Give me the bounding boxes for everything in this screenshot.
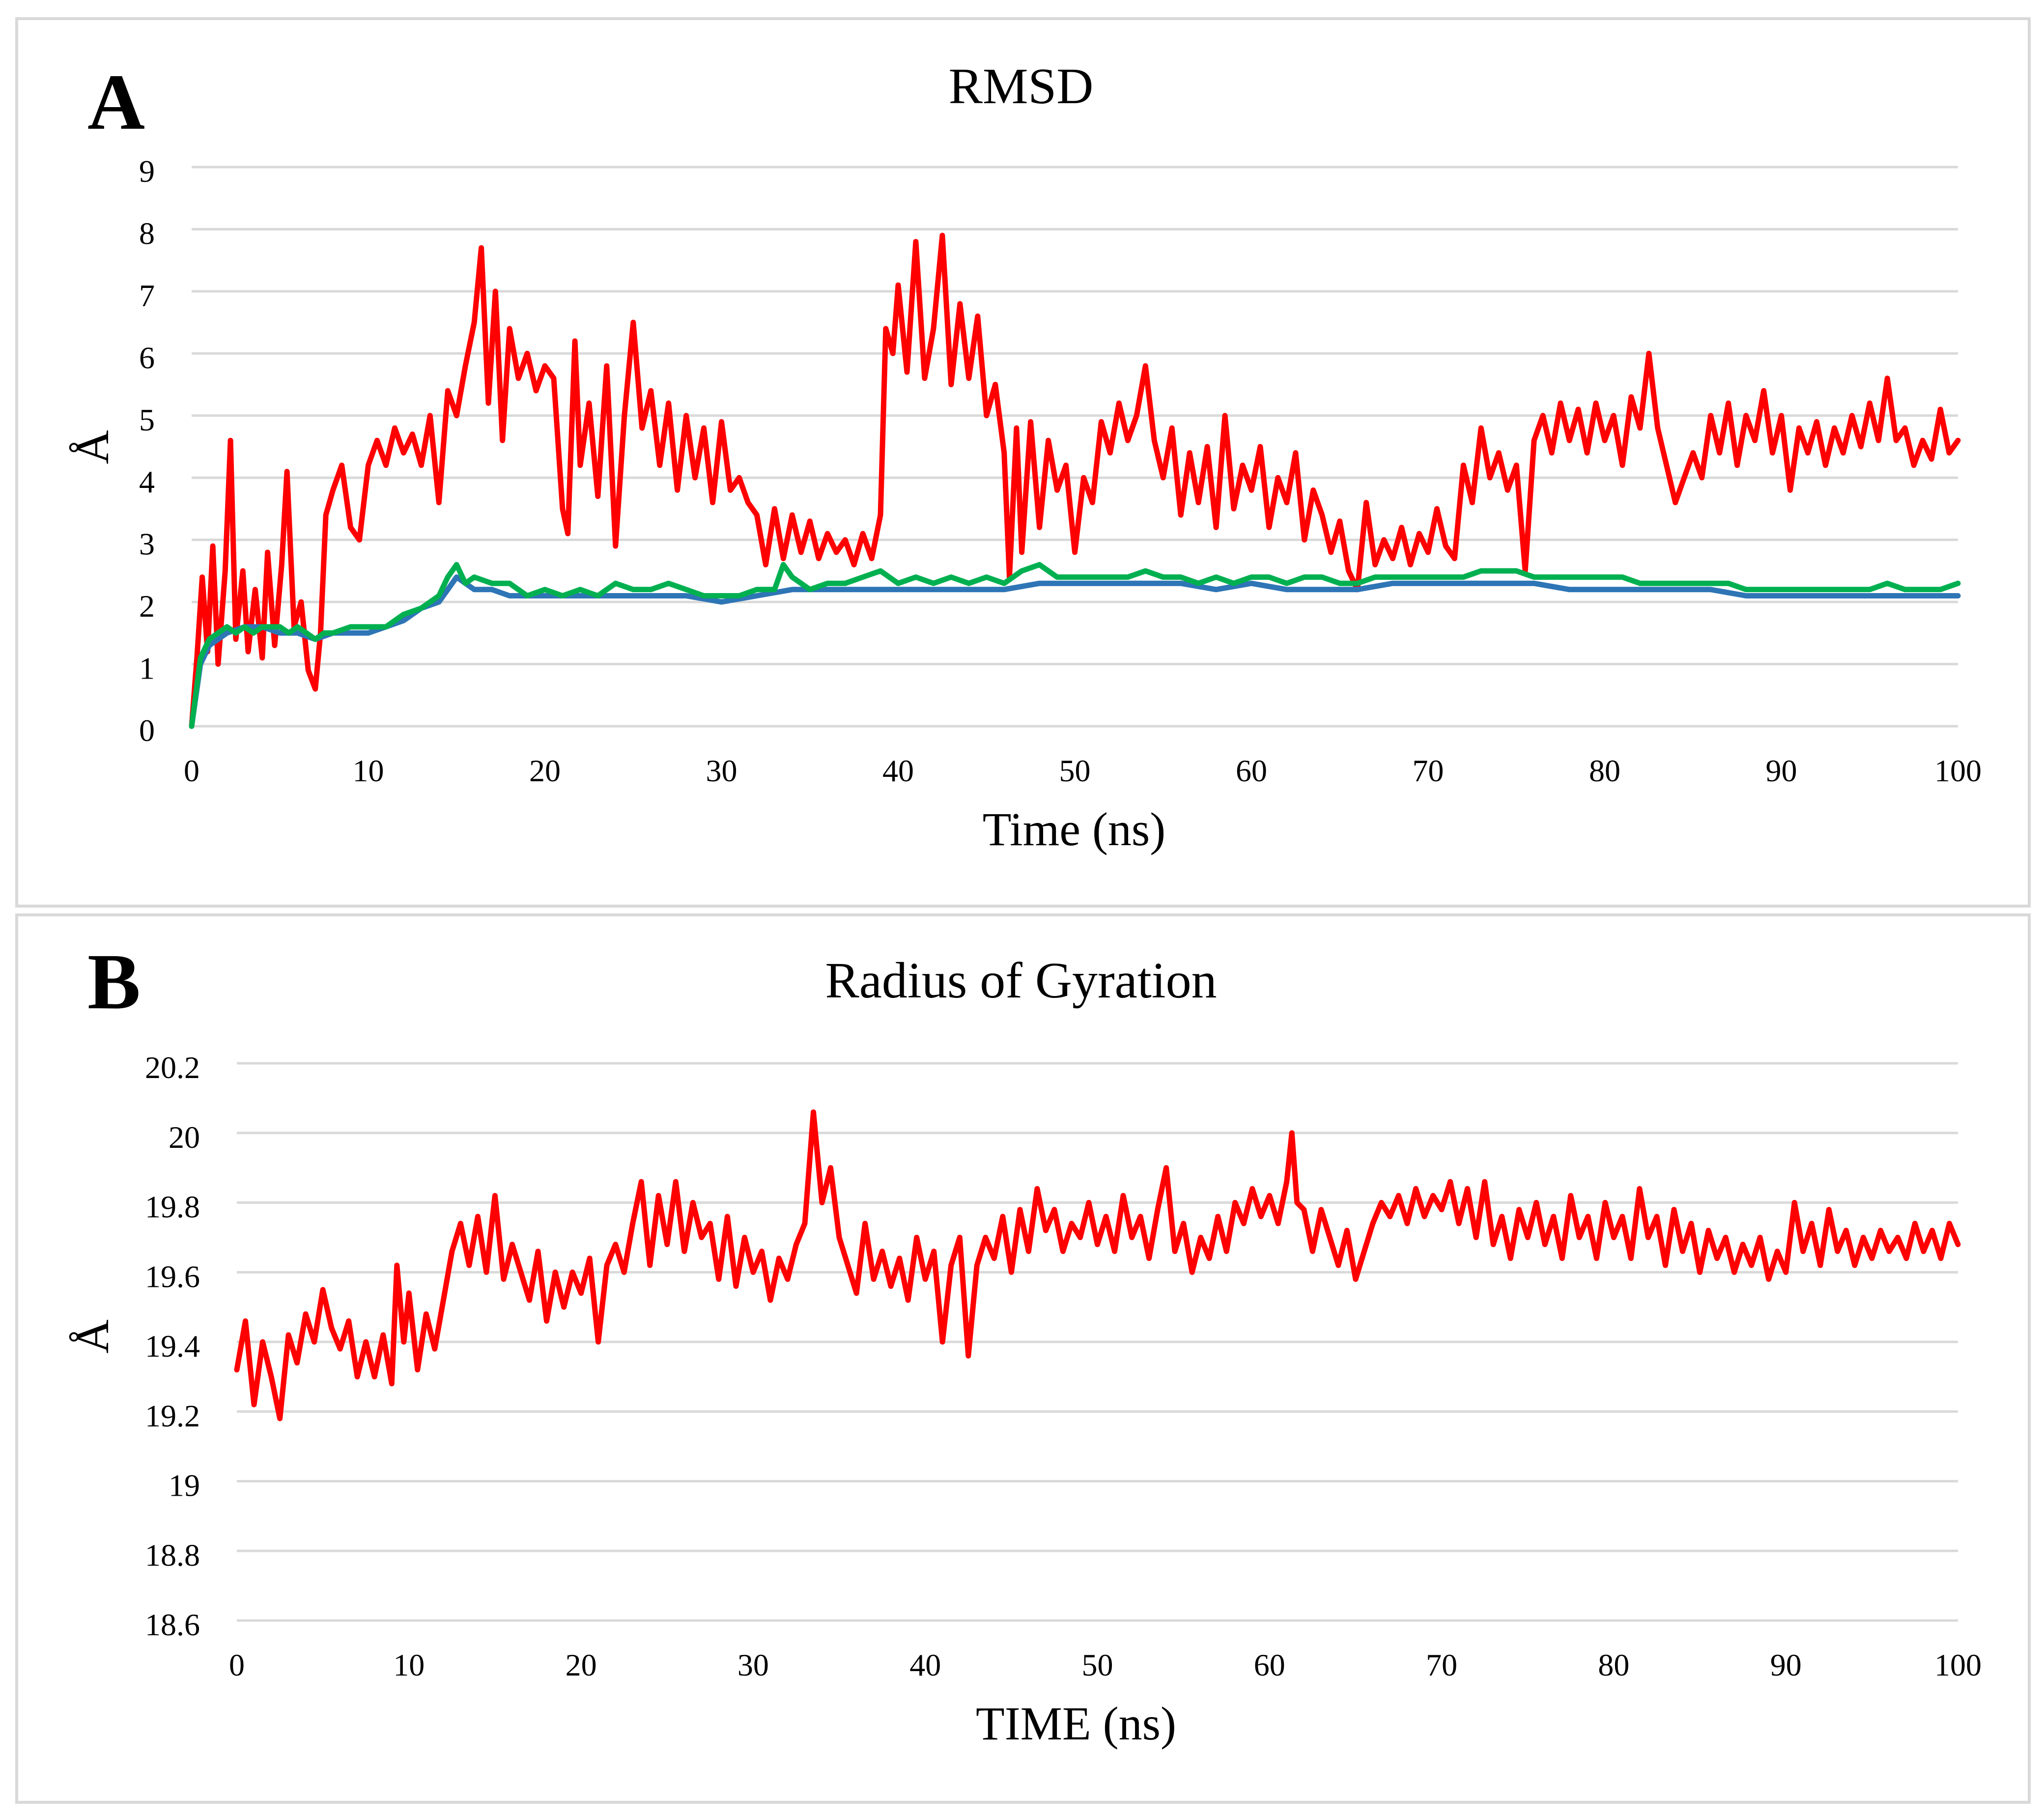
panel-a-y-tick-4: 4 (139, 464, 155, 499)
panel-a-x-tick-4: 40 (882, 753, 914, 788)
panel-a-x-tick-1: 10 (353, 753, 384, 788)
panel-a-rmsd: A RMSD 0 1 2 3 4 5 6 7 8 9 0 10 20 30 40 50 60 70 80 90 100… (15, 17, 2031, 908)
panel-b-x-axis-label: TIME (ns) (976, 1697, 1176, 1750)
panel-b-x-tick-1: 10 (393, 1648, 425, 1682)
panel-b-x-tick-10: 100 (1934, 1648, 1982, 1682)
panel-a-y-tick-5: 5 (139, 402, 155, 437)
panel-a-x-tick-8: 80 (1589, 753, 1620, 788)
panel-b-x-tick-8: 80 (1598, 1648, 1629, 1682)
panel-a-y-tick-labels: 0 1 2 3 4 5 6 7 8 9 (139, 154, 155, 748)
panel-a-y-axis-label: Å (66, 430, 118, 464)
panel-b-x-tick-2: 20 (566, 1648, 597, 1682)
panel-b-x-tick-7: 70 (1426, 1648, 1457, 1682)
panel-a-series (189, 232, 1961, 729)
panel-b-border (15, 913, 2031, 1804)
panel-b-y-tick-labels: 18.6 18.8 19 19.2 19.4 19.6 19.8 20 20.2 (145, 1050, 200, 1642)
panel-b-y-tick-6: 19.8 (145, 1190, 200, 1224)
panel-a-x-tick-6: 60 (1236, 753, 1267, 788)
panel-b-x-tick-9: 90 (1770, 1648, 1802, 1682)
panel-b-y-tick-1: 18.8 (145, 1537, 200, 1572)
panel-b-radius-of-gyration: B Radius of Gyration 18.618.81919.219.41… (15, 913, 2031, 1804)
panel-b-y-tick-7: 20 (169, 1120, 200, 1155)
panel-a-x-tick-2: 20 (529, 753, 561, 788)
panel-a-series-red-line (189, 232, 1961, 729)
panel-b-series-red-line (234, 1109, 1961, 1422)
panel-b-y-axis-label: Å (66, 1319, 118, 1353)
panel-a-y-tick-1: 1 (139, 651, 155, 686)
panel-a-border (15, 17, 2031, 908)
panel-a-x-tick-0: 0 (184, 753, 199, 788)
panel-b-x-tick-0: 0 (229, 1648, 245, 1682)
panel-b-series (234, 1109, 1961, 1422)
panel-a-title: RMSD (949, 58, 1094, 114)
panel-a-y-tick-2: 2 (139, 589, 155, 624)
panel-a-series-green-line (189, 562, 1961, 729)
panel-a-y-tick-7: 7 (139, 278, 155, 313)
panel-a-x-tick-5: 50 (1059, 753, 1091, 788)
panel-a-series-blue-line (189, 574, 1961, 729)
panel-b-x-tick-labels: 0 10 20 30 40 50 60 70 80 90 100 (229, 1648, 1982, 1682)
panel-b-y-tick-8: 20.2 (145, 1050, 200, 1085)
panel-a-y-tick-9: 9 (139, 154, 155, 189)
panel-a-x-axis-label: Time (ns) (983, 803, 1166, 855)
panel-b-x-tick-6: 60 (1254, 1648, 1285, 1682)
panel-b-title: Radius of Gyration (825, 952, 1217, 1009)
panel-a-y-tick-0: 0 (139, 713, 155, 748)
panel-b-y-tick-2: 19 (169, 1468, 200, 1503)
panel-a-x-tick-7: 70 (1413, 753, 1444, 788)
panel-a-x-tick-3: 30 (706, 753, 737, 788)
panel-b-x-tick-3: 30 (737, 1648, 769, 1682)
panel-a-y-tick-3: 3 (139, 527, 155, 562)
panel-b-gridlines (237, 1062, 1958, 1622)
panel-a-x-tick-9: 90 (1766, 753, 1797, 788)
panel-b-x-tick-5: 50 (1082, 1648, 1113, 1682)
panel-b-x-tick-4: 40 (909, 1648, 941, 1682)
panel-a-x-tick-10: 100 (1934, 753, 1982, 788)
panel-a-y-tick-8: 8 (139, 216, 155, 251)
panel-a-letter: A (87, 58, 145, 146)
panel-b-y-tick-4: 19.4 (145, 1329, 200, 1364)
panel-a-x-tick-labels: 0 10 20 30 40 50 60 70 80 90 100 (184, 753, 1982, 788)
panel-b-y-tick-0: 18.6 (145, 1607, 200, 1642)
panel-b-letter: B (87, 938, 141, 1026)
panel-a-y-tick-6: 6 (139, 340, 155, 375)
panel-b-y-tick-3: 19.2 (145, 1398, 200, 1433)
panel-b-y-tick-5: 19.6 (145, 1259, 200, 1294)
